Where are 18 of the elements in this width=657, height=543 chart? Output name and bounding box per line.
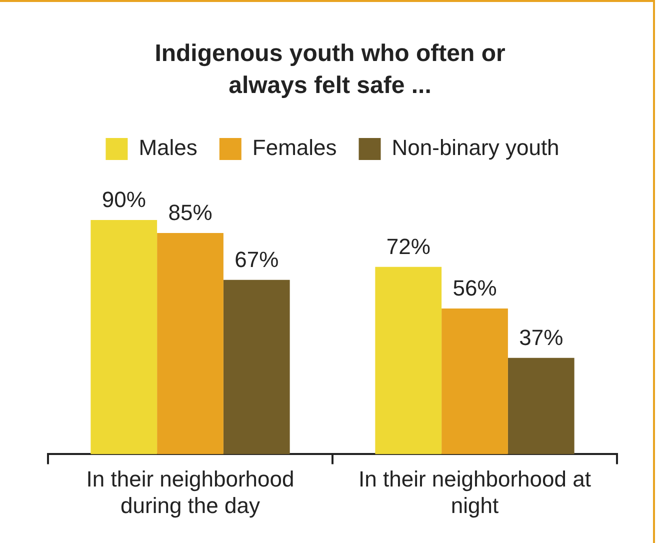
bar	[375, 266, 442, 454]
legend-label: Non-binary youth	[392, 135, 560, 160]
bar	[223, 280, 290, 454]
bar	[508, 358, 574, 454]
chart-title: Indigenous youth who often or always felt safe ...	[154, 39, 506, 101]
bar	[442, 308, 508, 454]
bar	[157, 233, 224, 454]
data-label: 37%	[519, 324, 564, 350]
data-label: 67%	[234, 246, 279, 272]
data-label: 56%	[452, 276, 497, 301]
x-tick-label: In their neighborhood at night	[358, 466, 591, 518]
data-label: 85%	[168, 200, 212, 226]
x-tick-label: In their neighborhood during the day	[86, 466, 294, 518]
data-label: 90%	[102, 187, 146, 212]
legend-label: Females	[252, 135, 337, 160]
legend-label: Males	[138, 135, 198, 160]
data-label: 72%	[386, 234, 430, 259]
bar	[90, 220, 158, 454]
